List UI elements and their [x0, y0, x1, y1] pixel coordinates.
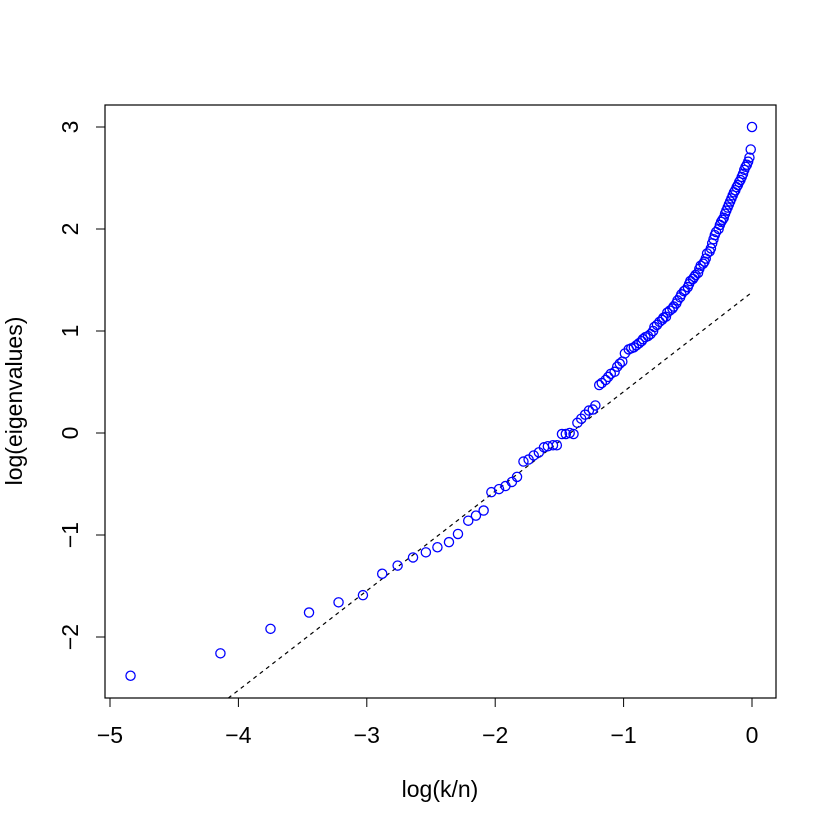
data-point [551, 439, 563, 451]
data-point [717, 214, 728, 226]
data-point [609, 366, 620, 378]
data-point [462, 515, 474, 526]
x-axis: −5 −4 −3 −2 −1 0 [97, 697, 759, 748]
data-point [547, 439, 559, 451]
data-point [470, 510, 482, 521]
data-point [556, 428, 568, 440]
data-point [432, 541, 443, 553]
data-point [303, 607, 315, 618]
data-point [420, 547, 432, 558]
data-point [593, 379, 605, 391]
data-point [590, 400, 601, 411]
x-tick-label: −2 [482, 722, 508, 748]
data-point [357, 589, 369, 601]
data-point [560, 428, 572, 440]
x-tick-label: −4 [225, 722, 251, 748]
data-point [568, 428, 579, 440]
data-point [265, 623, 276, 635]
y-tick-label: −1 [57, 522, 83, 548]
data-point [740, 161, 751, 173]
y-tick-label: 0 [57, 427, 83, 440]
x-tick-label: −3 [354, 722, 380, 748]
x-axis-title: log(k/n) [402, 776, 479, 802]
data-point [637, 333, 649, 345]
data-point [518, 456, 529, 467]
data-point [376, 568, 388, 580]
x-tick-label: −1 [610, 722, 636, 748]
data-point [583, 405, 595, 416]
data-point [746, 121, 758, 133]
y-tick-label: −2 [57, 624, 83, 650]
data-point [745, 144, 756, 155]
data-point [692, 267, 704, 279]
y-axis: −2 −1 0 1 2 3 [57, 121, 106, 650]
data-point [511, 471, 523, 483]
data-point [697, 258, 709, 269]
y-tick-label: 3 [57, 121, 83, 134]
data-point [614, 358, 625, 369]
data-point [493, 483, 505, 495]
reference-line [227, 291, 753, 699]
data-point [215, 648, 226, 659]
data-points [125, 121, 758, 682]
data-point [602, 371, 614, 383]
data-point [528, 450, 539, 461]
y-tick-label: 2 [57, 223, 83, 236]
data-point [705, 243, 717, 254]
data-point [478, 505, 489, 516]
data-point [407, 552, 419, 563]
x-tick-label: −5 [97, 722, 123, 748]
plot-frame [104, 104, 777, 699]
data-point [125, 670, 136, 682]
data-point [600, 374, 611, 386]
y-tick-label: 1 [57, 325, 83, 338]
data-point [564, 427, 575, 439]
data-point [443, 536, 455, 548]
data-point [708, 233, 719, 245]
y-axis-title: log(eigenvalues) [1, 317, 27, 486]
data-point [452, 528, 464, 540]
data-point [737, 168, 749, 180]
data-point [742, 156, 754, 167]
data-point [744, 152, 755, 163]
data-point [333, 597, 344, 608]
data-point [713, 223, 724, 235]
x-tick-label: 0 [746, 722, 759, 748]
data-point [718, 212, 730, 224]
data-point [392, 560, 403, 571]
